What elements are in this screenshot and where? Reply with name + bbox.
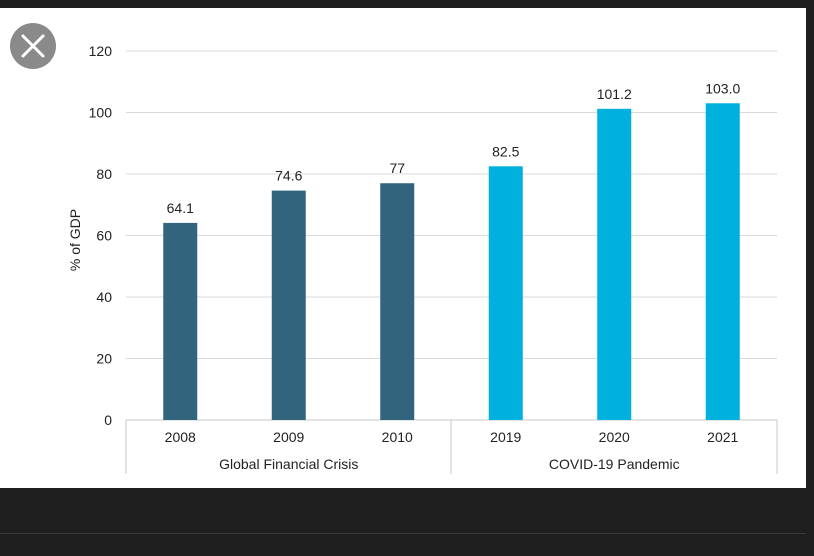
group-label: COVID-19 Pandemic xyxy=(549,456,680,472)
bottom-bar xyxy=(0,488,814,556)
x-tick-label: 2021 xyxy=(707,429,738,445)
x-tick-label: 2009 xyxy=(273,429,304,445)
right-frame xyxy=(806,8,814,488)
y-tick-label: 120 xyxy=(89,43,113,59)
bar xyxy=(163,222,198,420)
bar xyxy=(488,166,523,420)
data-label: 82.5 xyxy=(492,143,519,159)
x-tick-label: 2020 xyxy=(599,429,630,445)
group-label: Global Financial Crisis xyxy=(219,456,358,472)
top-frame xyxy=(0,0,814,8)
close-icon xyxy=(21,34,45,58)
data-label: 77 xyxy=(389,160,405,176)
data-label: 74.6 xyxy=(275,168,302,184)
close-button[interactable] xyxy=(10,23,56,69)
y-tick-label: 100 xyxy=(89,105,113,121)
x-tick-label: 2008 xyxy=(165,429,196,445)
bar xyxy=(271,190,306,420)
data-label: 101.2 xyxy=(597,86,632,102)
x-tick-label: 2019 xyxy=(490,429,521,445)
bar xyxy=(380,183,415,420)
y-tick-label: 40 xyxy=(96,289,112,305)
y-tick-label: 60 xyxy=(96,228,112,244)
y-tick-label: 80 xyxy=(96,166,112,182)
bar xyxy=(705,103,740,421)
data-label: 64.1 xyxy=(167,200,194,216)
bar-chart: 0 20 40 60 80 100 120 64.1 2008 74.6 2009 77 2010 82.… xyxy=(67,43,778,474)
x-tick-label: 2010 xyxy=(382,429,413,445)
y-axis-title: % of GDP xyxy=(67,209,83,271)
y-tick-label: 20 xyxy=(96,351,112,367)
y-tick-label: 0 xyxy=(104,412,112,428)
bottom-divider xyxy=(0,533,806,534)
bar xyxy=(597,108,632,420)
data-label: 103.0 xyxy=(705,80,740,96)
chart-panel: 0 20 40 60 80 100 120 64.1 2008 74.6 2009 77 2010 82.… xyxy=(0,8,806,488)
